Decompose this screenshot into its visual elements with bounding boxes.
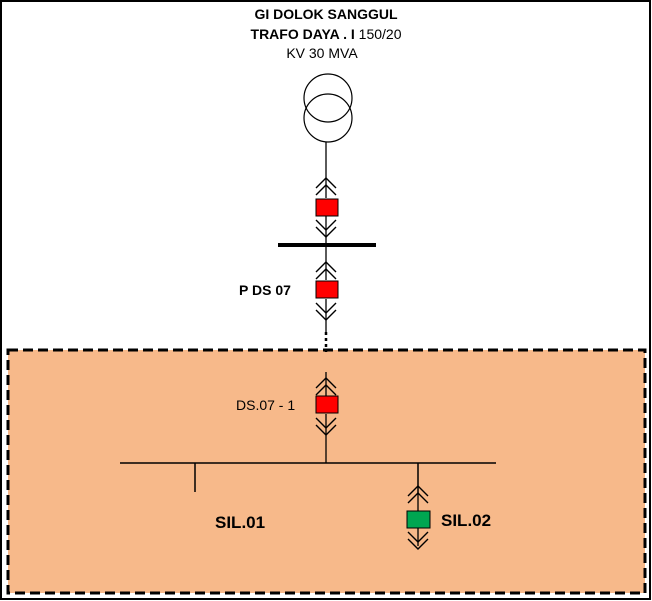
transformer-rating: KV 30 MVA: [286, 45, 358, 61]
transformer-voltage: 150/20: [359, 26, 402, 42]
transformer-title: TRAFO DAYA . I 150/20: [251, 26, 402, 42]
transformer-icon[interactable]: [303, 73, 353, 143]
sil01-label[interactable]: SIL.01: [215, 513, 265, 532]
transformer-name: TRAFO DAYA . I: [251, 26, 355, 42]
ds07-1-label: DS.07 - 1: [236, 397, 295, 413]
disconnect-chevron-down-icon: [315, 219, 429, 550]
disconnect-chevron-up-icon: [315, 177, 429, 504]
p-ds07-breaker[interactable]: [315, 280, 339, 299]
ds07-1-breaker[interactable]: [315, 395, 339, 414]
sil02-breaker[interactable]: [406, 510, 431, 529]
sil02-label[interactable]: SIL.02: [441, 511, 491, 530]
trafo-breaker[interactable]: [315, 198, 339, 217]
p-ds07-label: P DS 07: [239, 282, 291, 298]
substation-name: GI DOLOK SANGGUL: [254, 6, 398, 22]
